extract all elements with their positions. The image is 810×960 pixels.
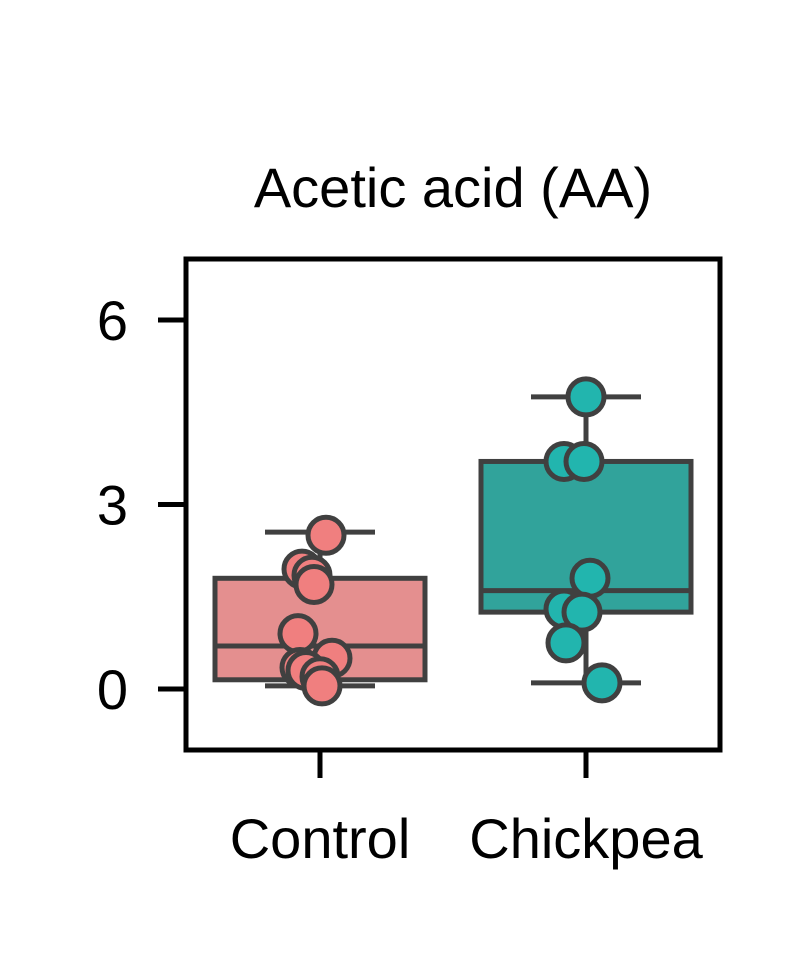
data-point-chickpea <box>569 557 611 599</box>
y-tick-label: 0 <box>97 658 128 721</box>
x-tick-label-control: Control <box>230 807 411 870</box>
data-point-control <box>293 563 335 605</box>
plot-area <box>212 376 694 707</box>
data-point-control <box>305 514 347 556</box>
y-tick-label: 3 <box>97 474 128 537</box>
data-point-control <box>277 613 319 655</box>
data-point-chickpea <box>545 622 587 664</box>
data-point-chickpea <box>581 662 623 704</box>
y-tick-label: 6 <box>97 289 128 352</box>
x-tick-label-chickpea: Chickpea <box>469 807 703 870</box>
data-point-control <box>301 665 343 707</box>
data-point-chickpea <box>565 376 607 418</box>
axes: 0 3 6 Control Chickpea <box>97 289 704 870</box>
chart-title: Acetic acid (AA) <box>254 156 652 219</box>
data-point-chickpea <box>563 440 605 482</box>
